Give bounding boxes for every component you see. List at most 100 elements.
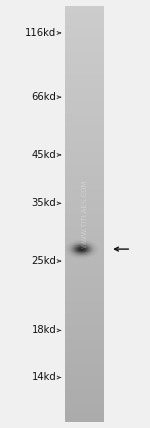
Bar <box>89 243 90 244</box>
Bar <box>74 257 75 258</box>
Bar <box>73 249 74 250</box>
Bar <box>65 313 104 315</box>
Bar <box>94 251 95 252</box>
Bar <box>65 256 104 258</box>
Bar <box>85 244 86 245</box>
Bar <box>82 256 83 257</box>
Bar <box>79 255 80 256</box>
Bar <box>65 413 104 415</box>
Bar <box>86 246 87 247</box>
Bar <box>72 244 73 245</box>
Bar <box>65 258 104 260</box>
Bar <box>89 251 90 252</box>
Bar <box>75 257 76 258</box>
Bar <box>87 251 88 252</box>
Bar <box>65 370 104 372</box>
Bar <box>65 406 104 408</box>
Bar <box>65 372 104 373</box>
Bar <box>65 140 104 142</box>
Bar <box>65 157 104 159</box>
Bar <box>72 255 73 256</box>
Bar <box>77 248 78 249</box>
Bar <box>74 251 75 252</box>
Bar <box>75 248 76 249</box>
Bar <box>65 324 104 326</box>
Bar <box>97 252 98 253</box>
Bar <box>65 392 104 394</box>
Bar <box>65 142 104 143</box>
Bar <box>76 245 77 246</box>
Bar <box>65 246 66 247</box>
Bar <box>82 251 83 252</box>
Bar <box>89 252 90 253</box>
Bar <box>83 254 84 255</box>
Bar <box>65 235 104 236</box>
Bar <box>93 255 94 256</box>
Bar <box>71 248 72 249</box>
Bar <box>79 249 80 250</box>
Bar <box>85 252 86 253</box>
Bar <box>84 246 85 247</box>
Bar <box>69 248 70 249</box>
Bar <box>65 305 104 307</box>
Bar <box>65 129 104 131</box>
Bar <box>82 239 83 240</box>
Bar <box>80 246 81 247</box>
Bar <box>80 245 81 246</box>
Bar <box>92 241 93 242</box>
Bar <box>65 306 104 308</box>
Bar <box>65 150 104 152</box>
Bar <box>65 248 66 249</box>
Bar <box>92 256 93 257</box>
Bar <box>65 81 104 83</box>
Bar <box>92 244 93 245</box>
Bar <box>85 258 86 259</box>
Bar <box>70 250 71 251</box>
Bar <box>85 256 86 257</box>
Bar <box>67 252 68 253</box>
Bar <box>65 172 104 174</box>
Bar <box>65 268 104 269</box>
Bar <box>96 246 97 247</box>
Bar <box>80 244 81 245</box>
Bar <box>65 391 104 392</box>
Bar <box>65 128 104 130</box>
Bar <box>65 65 104 67</box>
Bar <box>91 241 92 242</box>
Bar <box>81 248 82 249</box>
Bar <box>65 17 104 19</box>
Bar <box>82 243 83 244</box>
Bar <box>65 103 104 105</box>
Bar <box>65 25 104 27</box>
Bar <box>76 241 77 242</box>
Bar <box>85 255 86 256</box>
Bar <box>77 241 78 242</box>
Bar <box>65 241 104 243</box>
Bar <box>83 241 84 242</box>
Bar <box>72 247 73 248</box>
Bar <box>65 144 104 146</box>
Bar <box>78 251 79 252</box>
Bar <box>65 78 104 80</box>
Bar <box>65 146 104 148</box>
Bar <box>65 218 104 220</box>
Bar <box>84 253 85 254</box>
Bar <box>76 257 77 258</box>
Bar <box>81 240 82 241</box>
Bar <box>65 60 104 62</box>
Bar <box>65 280 104 282</box>
Bar <box>65 208 104 210</box>
Bar <box>65 419 104 420</box>
Bar <box>82 245 83 246</box>
Bar <box>91 253 92 254</box>
Bar <box>86 256 87 257</box>
Bar <box>65 319 104 321</box>
Bar <box>65 35 104 37</box>
Bar <box>89 242 90 243</box>
Bar <box>65 193 104 195</box>
Bar <box>70 255 71 256</box>
Bar <box>71 244 72 245</box>
Bar <box>81 251 82 252</box>
Bar <box>83 247 84 248</box>
Bar <box>65 204 104 206</box>
